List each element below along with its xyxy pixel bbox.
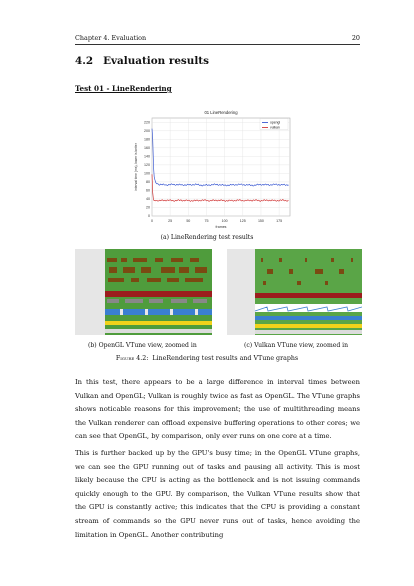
legend-label: vulkan [270,126,280,130]
body-paragraph: This is further backed up by the GPU's b… [75,449,360,539]
body-paragraph: In this test, there appears to be a larg… [75,378,360,441]
subcaption-a: (a) LineRendering test results [160,234,254,241]
y-tick-label: 160 [144,146,150,150]
x-tick-label: 25 [168,219,172,223]
x-tick-label: 150 [258,219,264,223]
y-tick-label: 80 [146,180,150,184]
vulkan-vtune-screenshot [227,249,362,335]
x-tick-label: 100 [222,219,228,223]
x-tick-label: 75 [204,219,208,223]
y-tick-label: 100 [144,172,150,176]
y-tick-label: 20 [146,206,150,210]
x-tick-label: 50 [186,219,190,223]
subcaption-c: (c) Vulkan VTune view, zoomed in [244,342,349,349]
plot-area [151,117,291,217]
y-tick-label: 200 [144,129,150,133]
subsection-heading: Test 01 - LineRendering [75,84,172,93]
y-tick-label: 60 [146,189,150,193]
section-title: Evaluation results [103,55,209,67]
x-axis-label: frames [216,225,227,229]
series-line-opengl [151,128,289,187]
legend-label: opengl [270,121,280,125]
y-tick-label: 180 [144,138,150,142]
y-tick-label: 220 [144,120,150,124]
x-tick-label: 125 [240,219,246,223]
y-axis-label: interval time (ms), lower is better [134,142,138,191]
running-header-chapter: Chapter 4. Evaluation [75,34,147,42]
page-number: 20 [351,34,360,42]
figure-caption: Figure 4.2: LineRendering test results an… [0,355,414,362]
subcaption-b: (b) OpenGL VTune view, zoomed in [88,342,197,349]
x-tick-label: 175 [276,219,282,223]
line-rendering-chart: 0 25 50 75 100 125 150 175 0 20 40 60 80 100 120 140 160… [134,110,291,229]
figure-caption-text: LineRendering test results and VTune gra… [152,355,299,362]
y-tick-label: 120 [144,163,150,167]
chart-title: 01 LineRendering [204,110,238,115]
series-line-vulkan [151,174,289,202]
figure-caption-label: Figure 4.2: [115,355,149,362]
section-number: 4.2 [75,55,94,67]
y-tick-label: 0 [148,214,150,218]
section-heading: 4.2 Evaluation results [75,55,209,67]
legend-box [259,118,289,130]
opengl-vtune-screenshot [75,249,212,335]
x-tick-label: 0 [151,219,153,223]
y-tick-label: 140 [144,155,150,159]
y-tick-label: 40 [146,197,150,201]
header-rule [75,44,360,45]
